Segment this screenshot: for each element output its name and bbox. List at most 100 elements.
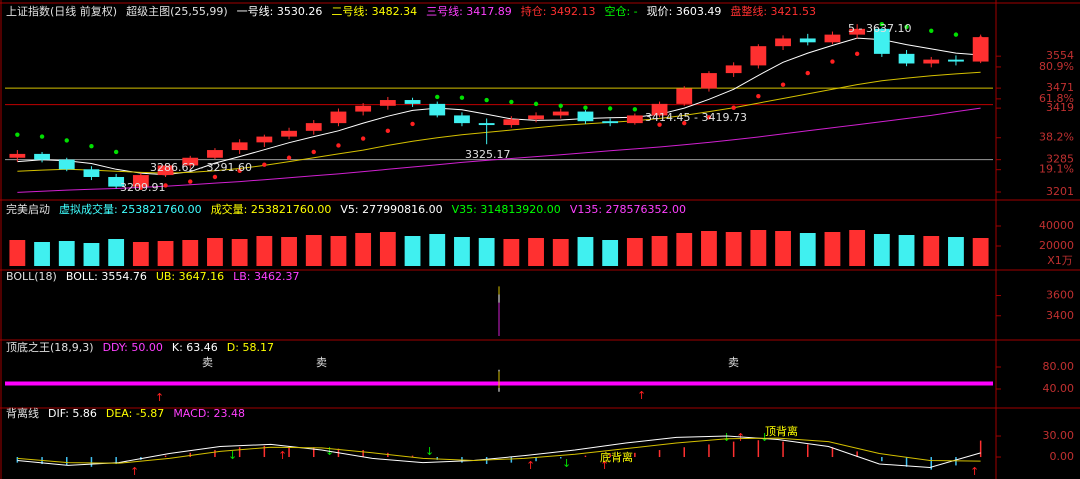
y-tick-label: 0.00 (1050, 450, 1075, 463)
up-arrow: ↑ (637, 389, 646, 402)
sar-dot (435, 94, 440, 100)
header-item: BOLL(18) (6, 270, 57, 283)
header-item: DDY: 50.00 (103, 341, 163, 354)
header-item: DEA: -5.87 (106, 407, 164, 420)
volume-bar (355, 233, 372, 266)
sar-dot (410, 121, 415, 127)
candle-body (182, 157, 199, 166)
candle-body (898, 53, 915, 64)
sar-dot (64, 138, 69, 143)
candle-body (355, 105, 372, 112)
volume-bar (602, 240, 619, 266)
candle-body (157, 165, 174, 176)
volume-bar (552, 239, 569, 266)
sar-dot (657, 122, 662, 127)
annotation: 3414.45 - 3419.73 (645, 111, 747, 124)
sar-dot (780, 82, 786, 87)
annotation: 5 - 3637.10 (848, 22, 911, 35)
candle-body (626, 115, 643, 124)
up-arrow: ↑ (970, 465, 979, 478)
volume-bar (182, 240, 199, 266)
volume-bar (330, 236, 347, 266)
sar-dot (706, 115, 712, 120)
header-item: BOLL: 3554.76 (66, 270, 147, 283)
sar-dot (262, 162, 267, 167)
volume-bar (873, 234, 890, 266)
header-item: 背离线 (6, 406, 39, 420)
volume-bar (281, 237, 297, 266)
y-tick-label: 40.00 (1043, 382, 1075, 395)
header-item: 一号线: 3530.26 (237, 4, 323, 18)
candle-body (923, 59, 940, 64)
volume-bar (799, 233, 816, 266)
y-tick-label: 3285 (1046, 153, 1074, 166)
volume-bar (651, 236, 668, 266)
header-item: 上证指数(日线 前复权) (6, 4, 117, 18)
volume-bar (824, 232, 841, 266)
volume-bar (775, 231, 791, 266)
candle-body (701, 73, 717, 89)
sar-dot (237, 168, 242, 174)
volume-bar (305, 235, 322, 266)
sar-dot (39, 134, 45, 139)
sar-dot (731, 105, 736, 110)
up-arrow: ↑ (600, 459, 609, 472)
down-arrow: ↓ (760, 431, 769, 444)
sar-dot (459, 95, 465, 100)
sar-dot (805, 70, 810, 76)
volume-bar (454, 237, 470, 266)
candle-body (9, 153, 26, 158)
header-item: 盘整线: 3421.53 (730, 4, 816, 18)
volume-bar (157, 241, 174, 266)
header-item: 持仓: 3492.13 (521, 4, 596, 18)
volume-bar (528, 238, 544, 266)
sar-dot (336, 143, 341, 148)
volume-bar (231, 239, 248, 266)
volume-bar (923, 236, 940, 266)
candle-body (528, 115, 544, 120)
volume-bar (898, 235, 915, 266)
candle-body (725, 65, 742, 74)
header-item: 空仓: - (604, 4, 637, 18)
volume-bar (58, 241, 75, 266)
unit-label: X1万 (1047, 254, 1073, 267)
candle-body (478, 123, 495, 126)
sar-dot (15, 132, 20, 137)
sar-dot (632, 107, 638, 112)
header-item: D: 58.17 (227, 341, 274, 354)
sar-dot (533, 101, 539, 107)
candle-body (750, 46, 767, 66)
header-item: 三号线: 3417.89 (426, 4, 512, 18)
annotation: 顶背离 (765, 424, 798, 438)
down-arrow: ↓ (228, 449, 237, 462)
sar-dot (484, 97, 489, 103)
volume-bar (948, 237, 964, 266)
y-tick-label: 61.8% (1039, 92, 1074, 105)
indicator-line (17, 107, 981, 193)
candle-body (454, 115, 470, 124)
sar-dot (311, 149, 316, 155)
y-tick-label: 80.00 (1043, 360, 1075, 373)
y-tick-label: 30.00 (1043, 429, 1075, 442)
sar-dot (904, 24, 909, 30)
y-tick-label: 80.9% (1039, 60, 1074, 73)
volume-bar (701, 231, 717, 266)
sar-dot (188, 179, 193, 184)
y-tick-label: 3600 (1046, 289, 1074, 302)
annotation: 底背离 (600, 450, 633, 464)
down-arrow: ↓ (562, 457, 571, 470)
y-tick-label: 3400 (1046, 309, 1074, 322)
volume-bar (132, 242, 149, 266)
candle-body (873, 28, 890, 54)
candle-body (231, 142, 248, 151)
header-item: 虚拟成交量: 253821760.00 (59, 202, 202, 216)
candle-body (305, 123, 322, 131)
sar-dot (385, 128, 391, 134)
sar-dot (89, 144, 94, 149)
header-item: DIF: 5.86 (48, 407, 97, 420)
volume-bar (750, 230, 767, 266)
up-arrow: ↑ (130, 465, 139, 478)
volume-bar (725, 232, 742, 266)
sar-dot (558, 103, 563, 109)
